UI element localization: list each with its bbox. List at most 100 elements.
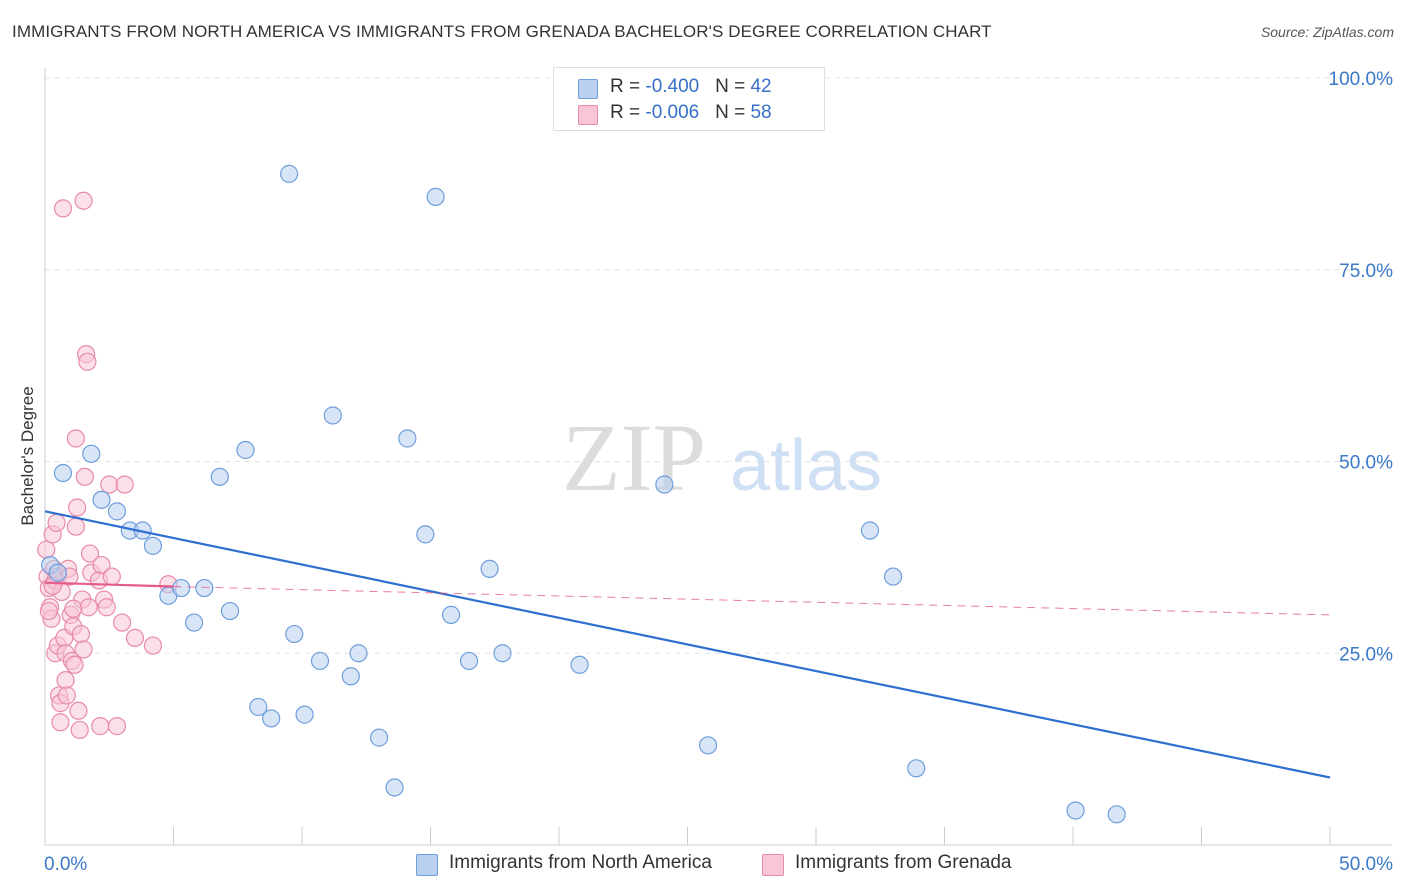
data-point-north-america xyxy=(370,728,389,747)
data-point-grenada xyxy=(74,640,93,659)
data-point-north-america xyxy=(459,651,479,671)
data-point-north-america xyxy=(426,187,445,206)
data-point-grenada xyxy=(78,352,97,371)
tick-label-layer: 25.0% 50.0% 75.0% 100.0% 0.0% 50.0% xyxy=(44,69,1393,875)
data-point-north-america xyxy=(295,705,314,724)
legend-r-label: R = xyxy=(610,76,646,97)
data-point-north-america xyxy=(570,655,589,674)
data-point-north-america xyxy=(210,467,229,486)
data-point-grenada xyxy=(37,540,56,559)
bottom-legend-swatch-grenada xyxy=(762,854,784,876)
data-point-north-america xyxy=(280,164,299,183)
data-point-north-america xyxy=(883,567,903,586)
data-point-north-america xyxy=(143,536,163,555)
data-point-grenada xyxy=(53,199,73,218)
data-point-north-america xyxy=(907,759,926,778)
bottom-legend-label: Immigrants from Grenada xyxy=(795,852,1012,873)
data-point-grenada xyxy=(66,517,85,536)
trend-line-grenada xyxy=(44,581,174,588)
y-axis-label: Bachelor's Degree xyxy=(18,386,37,526)
trend-layer xyxy=(44,510,1331,779)
data-point-grenada xyxy=(115,475,134,494)
data-point-grenada xyxy=(69,701,88,720)
legend-r-value: -0.400 xyxy=(645,76,700,97)
data-point-grenada xyxy=(91,717,110,736)
data-point-grenada xyxy=(79,598,98,617)
watermark-atlas: atlas xyxy=(730,426,882,506)
correlation-legend: R = -0.400 N = 42 R = -0.006 N = 58 xyxy=(553,67,825,131)
y-tick-label: 100.0% xyxy=(1329,69,1394,90)
data-point-north-america xyxy=(92,490,111,509)
legend-text: R = -0.400 N = 42 xyxy=(610,76,772,98)
data-point-grenada xyxy=(80,544,100,563)
data-point-grenada xyxy=(102,567,121,586)
data-point-grenada xyxy=(71,624,91,644)
bottom-legend-label: Immigrants from North America xyxy=(449,852,712,873)
data-point-north-america xyxy=(416,525,435,544)
data-point-grenada xyxy=(92,555,111,575)
trend-line-grenada-dashed xyxy=(173,586,1331,616)
y-tick-label: 50.0% xyxy=(1339,453,1393,474)
data-point-north-america xyxy=(107,502,127,521)
data-point-grenada xyxy=(39,601,58,621)
legend-n-label: N = xyxy=(715,76,751,97)
watermark-zip: ZIP xyxy=(562,404,706,511)
legend-swatch-north-america xyxy=(578,79,598,99)
series-north-america-points xyxy=(41,164,1126,824)
data-point-north-america xyxy=(82,444,101,463)
data-point-north-america xyxy=(341,667,360,686)
legend-r-value: -0.006 xyxy=(645,102,700,123)
data-point-grenada xyxy=(47,513,66,532)
x-tick-label: 0.0% xyxy=(44,854,87,875)
data-point-north-america xyxy=(398,429,417,448)
data-point-grenada xyxy=(125,628,145,648)
legend-n-value: 42 xyxy=(750,76,772,97)
chart-title: IMMIGRANTS FROM NORTH AMERICA VS IMMIGRA… xyxy=(12,22,992,41)
data-point-grenada xyxy=(66,429,85,448)
legend-n-label: N = xyxy=(715,102,751,123)
data-point-grenada xyxy=(112,613,132,632)
data-point-north-america xyxy=(323,406,342,425)
data-point-grenada xyxy=(51,713,70,732)
data-point-grenada xyxy=(56,670,75,690)
data-point-north-america xyxy=(310,651,330,671)
y-tick-label: 25.0% xyxy=(1339,644,1393,665)
data-point-north-america xyxy=(236,440,255,460)
data-point-grenada xyxy=(64,599,83,618)
data-point-grenada xyxy=(68,498,87,517)
data-point-grenada xyxy=(65,655,84,674)
data-point-grenada xyxy=(57,686,76,705)
data-point-grenada xyxy=(70,720,89,740)
x-tick-label: 50.0% xyxy=(1339,854,1393,875)
data-point-north-america xyxy=(493,644,512,663)
data-point-north-america xyxy=(860,521,880,540)
chart-source: Source: ZipAtlas.com xyxy=(1260,24,1394,40)
grid-layer xyxy=(45,77,1392,654)
data-point-north-america xyxy=(655,475,674,494)
legend-r-label: R = xyxy=(610,102,646,123)
data-point-north-america xyxy=(480,559,499,578)
data-point-north-america xyxy=(1107,805,1126,824)
y-tick-label: 75.0% xyxy=(1339,261,1393,282)
data-point-north-america xyxy=(172,578,191,598)
legend-n-value: 58 xyxy=(750,102,772,123)
data-point-north-america xyxy=(195,578,214,598)
legend-swatch-grenada xyxy=(578,105,598,125)
bottom-legend-swatch-north-america xyxy=(416,854,438,876)
trend-line-north-america xyxy=(44,510,1331,779)
data-point-grenada xyxy=(100,475,119,494)
axis-layer xyxy=(44,68,1392,846)
data-point-north-america xyxy=(385,778,404,797)
data-point-north-america xyxy=(349,644,368,663)
data-point-north-america xyxy=(285,624,304,644)
data-point-north-america xyxy=(698,736,718,755)
data-point-north-america xyxy=(262,709,281,728)
data-point-grenada xyxy=(143,636,163,655)
data-point-north-america xyxy=(1066,801,1085,820)
data-point-grenada xyxy=(107,717,127,736)
data-point-grenada xyxy=(75,467,94,486)
data-point-grenada xyxy=(97,598,116,617)
data-point-north-america xyxy=(184,613,204,632)
data-point-north-america xyxy=(48,563,67,582)
